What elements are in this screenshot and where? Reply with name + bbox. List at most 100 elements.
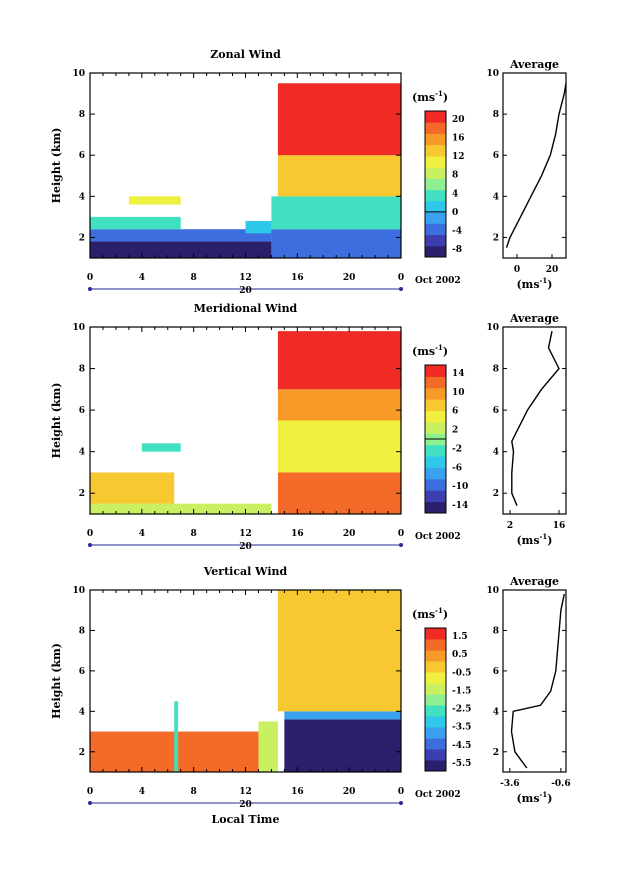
avg-x-tick-label: -0.6	[551, 779, 570, 789]
colorbar-tick-label: 16	[452, 134, 465, 144]
colorbar-segment	[425, 650, 446, 662]
colorbar-segment	[425, 245, 446, 258]
day-bar-end	[399, 801, 403, 805]
average-title: Average	[509, 312, 559, 325]
x-tick-label: 0	[87, 273, 93, 283]
colorbar-segment	[425, 133, 446, 146]
colorbar-segment	[425, 478, 446, 491]
date-label: Oct 2002	[415, 790, 461, 800]
date-label: Oct 2002	[415, 276, 461, 286]
heatmap-cell	[277, 83, 401, 156]
avg-y-tick-label: 4	[493, 448, 499, 458]
x-tick-label: 8	[191, 787, 197, 797]
day-bar-end	[399, 543, 403, 547]
x-tick-label: 12	[239, 787, 252, 797]
day-bar-start	[88, 287, 92, 291]
y-tick-label: 2	[79, 489, 85, 499]
avg-unit-text: (ms	[516, 534, 539, 547]
colorbar-tick-label: -6	[452, 463, 462, 473]
colorbar-segment	[425, 167, 446, 179]
heatmap-regions	[90, 590, 401, 772]
colorbar-frame	[424, 627, 447, 772]
avg-x-label: (ms-1)	[516, 532, 552, 547]
colorbar-tick-label: -0.5	[452, 668, 471, 678]
colorbar-frame	[424, 110, 447, 258]
avg-unit-exp: -1	[540, 532, 548, 541]
avg-x-tick-label: 16	[553, 521, 566, 531]
unit-close: )	[443, 608, 448, 621]
colorbar-segment	[425, 738, 446, 750]
avg-y-tick-label: 8	[493, 626, 499, 636]
y-axis-label: Height (km)	[50, 383, 63, 459]
avg-unit-exp: -1	[540, 276, 548, 285]
heatmap-cell	[277, 389, 401, 421]
colorbar-segment	[425, 760, 446, 772]
colorbar-segment	[425, 212, 446, 224]
colorbar-tick-label: 20	[452, 115, 465, 125]
colorbar-segment	[425, 376, 446, 389]
colorbar-segment	[425, 200, 446, 213]
avg-unit-close: )	[547, 278, 552, 291]
colorbar-unit: (ms-1)	[412, 89, 448, 104]
colorbar-tick-label: -1.5	[452, 686, 471, 696]
colorbar-segment	[425, 189, 446, 202]
avg-y-tick-label: 4	[493, 707, 499, 717]
y-tick-label: 10	[72, 323, 85, 333]
average-frame	[502, 589, 567, 773]
y-tick-label: 4	[79, 707, 85, 717]
x-tick-label: 4	[139, 787, 145, 797]
avg-y-tick-label: 8	[493, 110, 499, 120]
x-tick-label: 16	[291, 529, 304, 539]
heatmap-cell	[90, 731, 272, 772]
heatmap-cell	[277, 420, 401, 473]
y-tick-label: 6	[79, 406, 85, 416]
panel-title: Vertical Wind	[203, 565, 288, 578]
avg-y-tick-label: 6	[493, 667, 499, 677]
colorbar-segment	[425, 444, 446, 457]
colorbar-segment	[425, 144, 446, 157]
colorbar-tick-label: 0	[452, 208, 458, 218]
y-tick-label: 4	[79, 192, 85, 202]
avg-x-label: (ms-1)	[516, 276, 552, 291]
heatmap-cell	[277, 590, 401, 712]
colorbar-segment	[425, 365, 446, 377]
heatmap-cell	[245, 221, 272, 234]
avg-x-tick-label: 20	[546, 265, 559, 275]
heatmap-cell	[90, 503, 272, 514]
colorbar-segment	[425, 467, 446, 480]
colorbar-segment	[425, 410, 446, 423]
unit-text: (ms	[412, 91, 435, 104]
colorbar-tick-label: -14	[452, 501, 468, 511]
heatmap-cell	[271, 229, 401, 258]
avg-x-tick-label: 2	[507, 521, 513, 531]
colorbar-segment	[425, 387, 446, 400]
heatmap-cell	[284, 719, 401, 772]
x-tick-label: 0	[398, 273, 404, 283]
y-tick-label: 8	[79, 365, 85, 375]
colorbar-segment	[425, 705, 446, 717]
y-tick-label: 2	[79, 233, 85, 243]
heatmap-cell	[90, 472, 175, 504]
colorbar-tick-label: -2	[452, 444, 462, 454]
colorbar-segment	[425, 672, 446, 684]
avg-unit-text: (ms	[516, 792, 539, 805]
heatmap-cell	[90, 229, 272, 242]
colorbar-segment	[425, 178, 446, 191]
heatmap-regions	[90, 83, 401, 258]
average-frame	[502, 72, 567, 259]
unit-exp: -1	[435, 89, 443, 98]
heatmap-cell	[284, 711, 401, 720]
avg-y-tick-label: 4	[493, 192, 499, 202]
colorbar-tick-label: 0.5	[452, 650, 468, 660]
x-tick-label: 0	[87, 529, 93, 539]
average-profile-line	[505, 83, 567, 248]
x-tick-label: 16	[291, 273, 304, 283]
avg-unit-text: (ms	[516, 278, 539, 291]
heatmap-cell	[90, 241, 272, 258]
average-profile-line	[510, 593, 565, 769]
y-tick-label: 8	[79, 626, 85, 636]
heatmap-cell	[277, 331, 401, 390]
